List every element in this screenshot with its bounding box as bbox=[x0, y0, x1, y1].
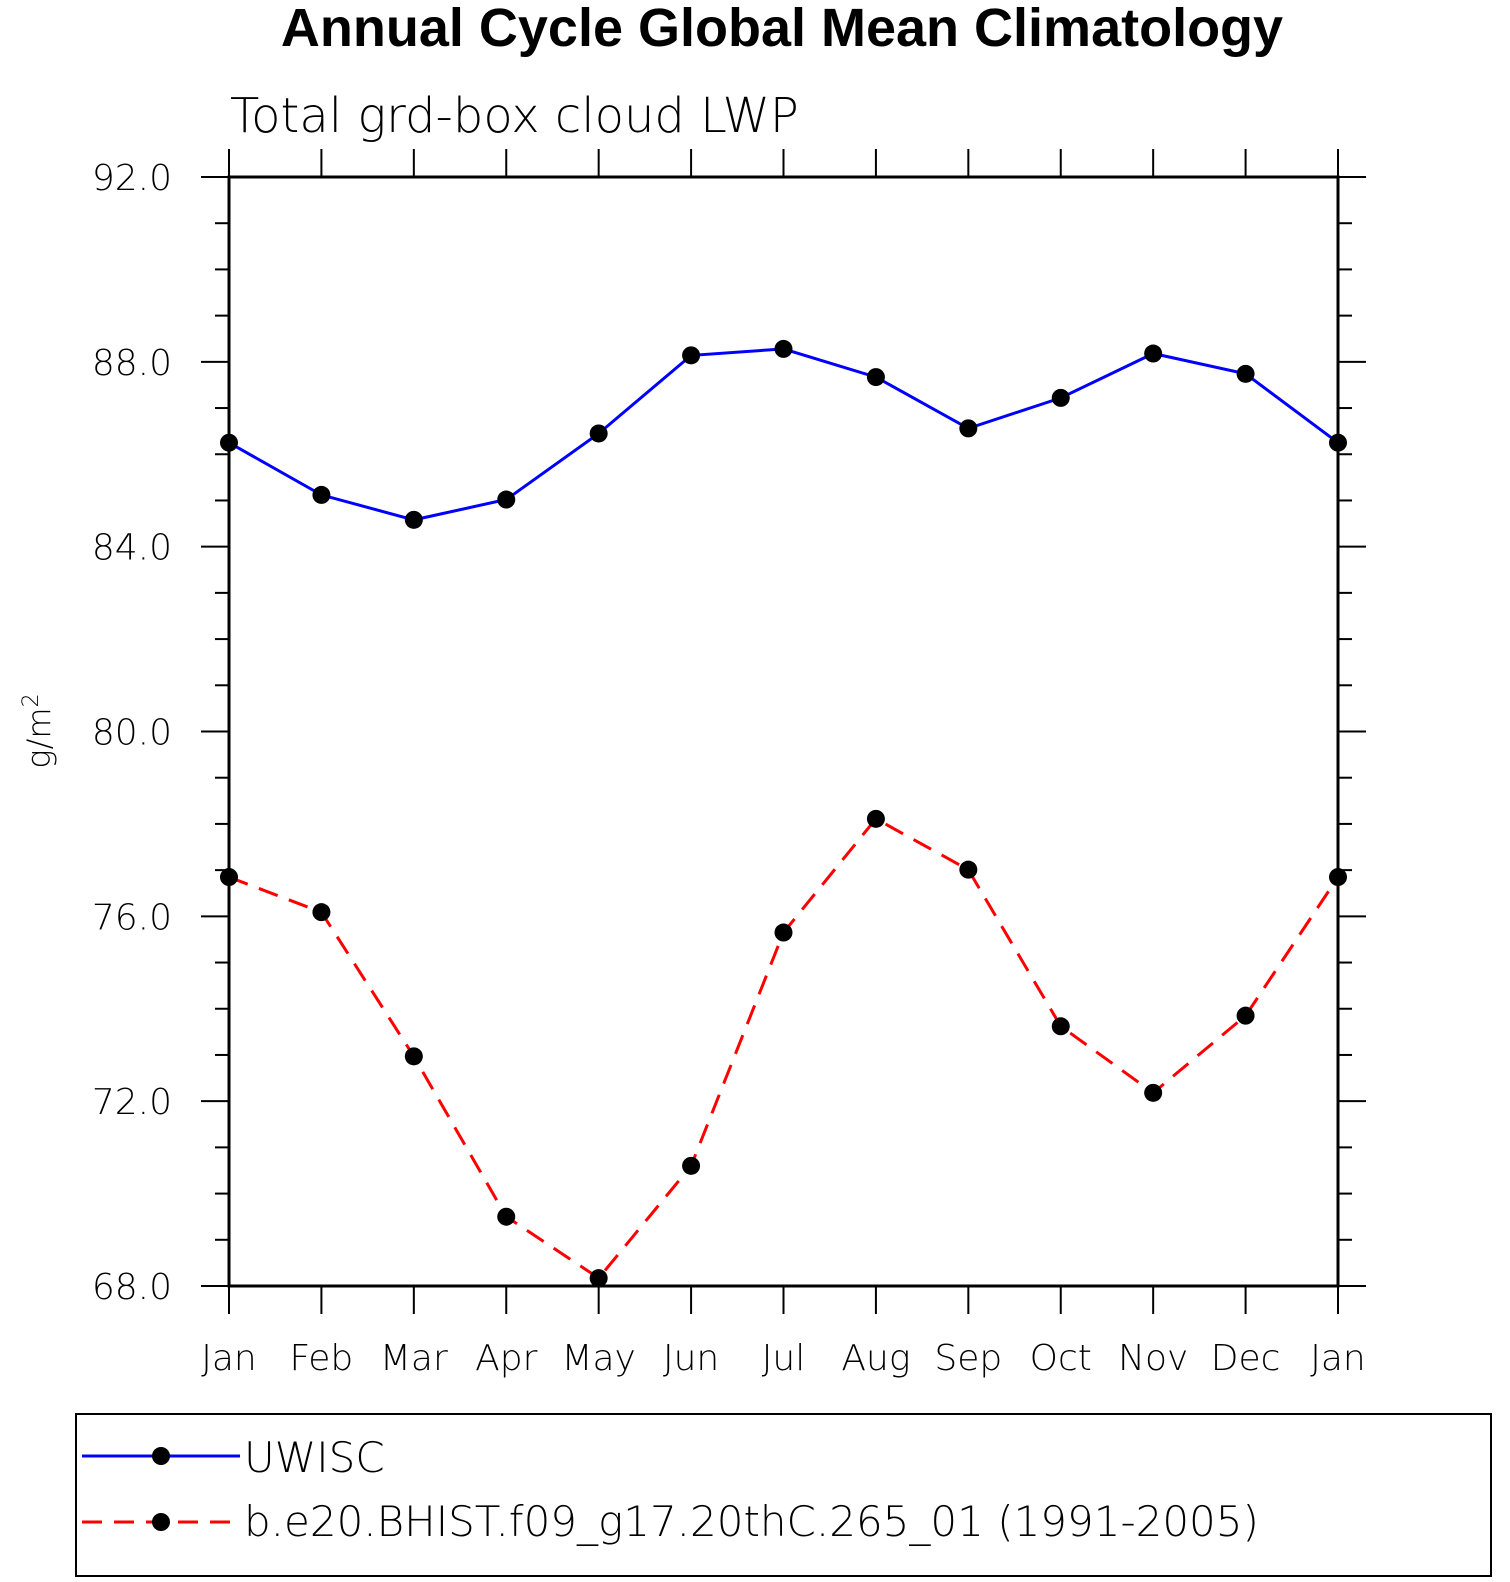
x-tick-label: Jun bbox=[663, 1338, 719, 1379]
series-0-point bbox=[774, 339, 793, 358]
series-0-point bbox=[589, 424, 608, 443]
series-0-point bbox=[1051, 388, 1070, 407]
y-tick-label: 76.0 bbox=[92, 897, 172, 938]
series-1-point bbox=[1144, 1083, 1163, 1102]
legend-label-model: b.e20.BHIST.f09_g17.20thC.265_01 (1991-2… bbox=[244, 1497, 1259, 1546]
x-tick-label: Apr bbox=[475, 1338, 537, 1379]
series-0-point bbox=[312, 485, 331, 504]
series-0-point bbox=[404, 510, 423, 529]
x-tick-label: Mar bbox=[380, 1338, 448, 1379]
series-1-point bbox=[774, 923, 793, 942]
x-tick-label: Aug bbox=[841, 1338, 910, 1379]
series-0-point bbox=[497, 490, 516, 509]
y-axis-label-superscript: 2 bbox=[19, 693, 44, 707]
y-tick-label: 92.0 bbox=[92, 158, 172, 199]
series-0-point bbox=[1236, 364, 1255, 383]
y-tick-label: 88.0 bbox=[92, 343, 172, 384]
series-1-point bbox=[682, 1156, 701, 1175]
x-tick-label: Dec bbox=[1211, 1338, 1281, 1379]
y-tick-label: 80.0 bbox=[92, 713, 172, 754]
series-0-point bbox=[959, 419, 978, 438]
x-tick-label: Oct bbox=[1030, 1338, 1092, 1379]
chart-subtitle: Total grd-box cloud LWP bbox=[230, 88, 799, 144]
series-1-point bbox=[1051, 1017, 1070, 1036]
series-line-1 bbox=[228, 816, 1340, 1281]
series-0-point bbox=[1144, 344, 1163, 363]
series-1-point bbox=[497, 1207, 516, 1226]
legend-label-uwisc: UWISC bbox=[244, 1433, 385, 1482]
series-1-point bbox=[312, 903, 331, 922]
legend-box bbox=[75, 1413, 1492, 1577]
x-tick-label: Nov bbox=[1118, 1338, 1188, 1379]
legend-marker-model bbox=[152, 1513, 170, 1531]
x-tick-label: Sep bbox=[934, 1338, 1002, 1379]
series-line-0 bbox=[228, 347, 1339, 522]
series-1-point bbox=[959, 860, 978, 879]
x-tick-label: Jul bbox=[762, 1338, 805, 1379]
x-tick-label: Jan bbox=[1310, 1338, 1366, 1379]
y-tick-label: 72.0 bbox=[92, 1082, 172, 1123]
series-0-point bbox=[1329, 433, 1347, 452]
y-tick-label: 84.0 bbox=[92, 528, 172, 569]
legend-marker-uwisc bbox=[152, 1447, 170, 1465]
series-1-point bbox=[220, 868, 238, 887]
x-tick-label: Feb bbox=[290, 1338, 354, 1379]
x-tick-label: Jan bbox=[201, 1338, 257, 1379]
chart-title: Annual Cycle Global Mean Climatology bbox=[281, 0, 1283, 58]
y-axis-label-text: g/m bbox=[20, 707, 58, 768]
series-1-point bbox=[404, 1047, 423, 1066]
series-1-point bbox=[866, 809, 885, 828]
x-tick-label: May bbox=[561, 1338, 635, 1379]
series-1-point bbox=[589, 1269, 608, 1288]
y-axis-label: g/m2 bbox=[19, 693, 59, 768]
series-0-point bbox=[682, 346, 701, 365]
axis-ticks: 68.0 72.0 76.0 80.0 84.0 88.0 92.0 Jan Feb Mar Apr… bbox=[92, 149, 1366, 1379]
series-0-point bbox=[866, 368, 885, 387]
series-1-point bbox=[1236, 1006, 1255, 1025]
svg-text:g/m2: g/m2 bbox=[19, 693, 59, 768]
series-group bbox=[220, 339, 1347, 1288]
y-tick-label: 68.0 bbox=[92, 1267, 172, 1308]
series-1-point bbox=[1329, 868, 1347, 887]
series-0-point bbox=[220, 433, 238, 452]
legend: UWISC b.e20.BHIST.f09_g17.20thC.265_01 (… bbox=[75, 1413, 1492, 1577]
